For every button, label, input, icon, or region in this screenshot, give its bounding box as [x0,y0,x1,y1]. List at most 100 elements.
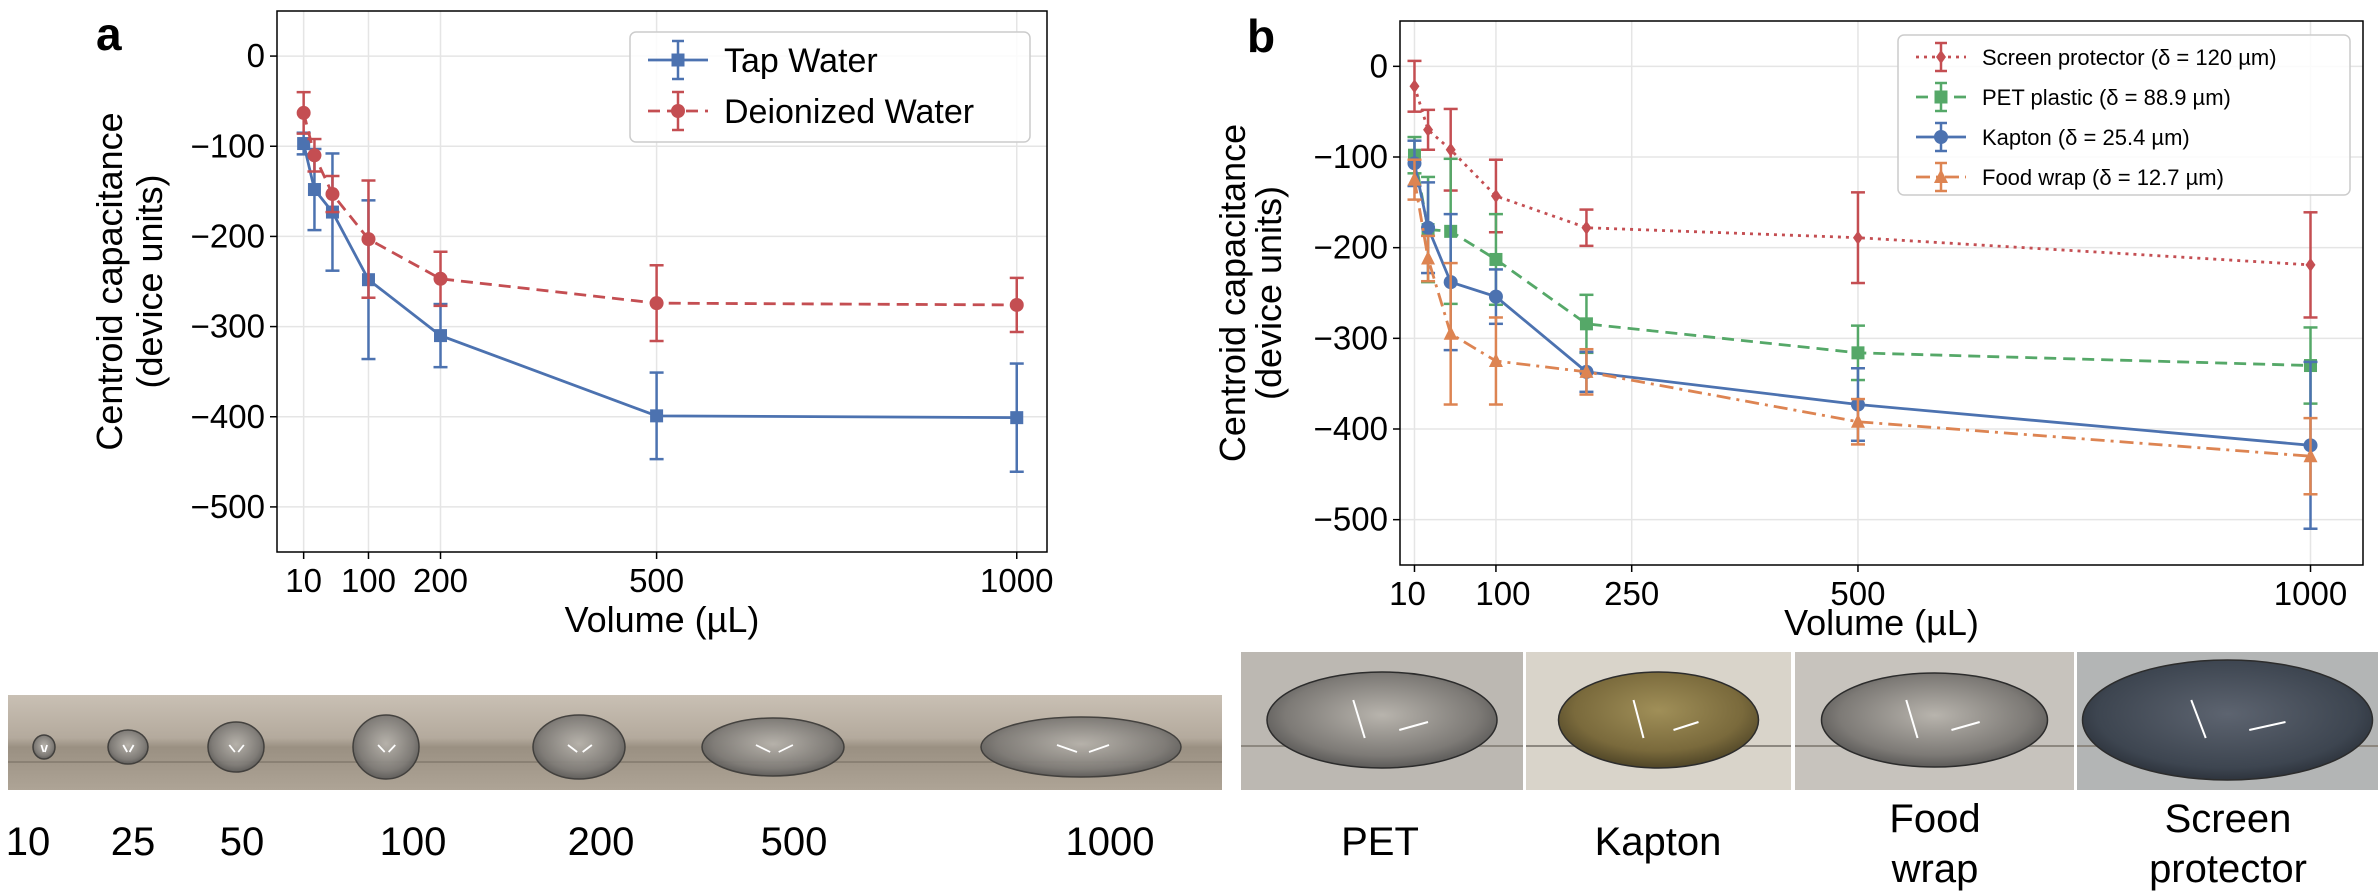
droplet [1557,671,1760,769]
series-screen [1407,59,2318,319]
y-axis-label: Centroid capacitance [89,112,130,450]
droplet [352,714,420,780]
data-point [649,296,664,311]
data-point [1421,250,1436,265]
droplet [1266,671,1498,769]
panel-label-a: a [96,8,122,60]
x-tick-label: 500 [629,562,684,599]
data-point [1445,142,1456,157]
legend-marker [671,104,685,118]
data-point [1407,171,1422,186]
droplet-highlight [1056,744,1078,753]
legend-box [1897,34,2351,196]
legend-label: Food wrap (δ = 12.7 µm) [1982,165,2224,190]
data-point [1488,289,1503,304]
film-label-line1: Food [1889,797,1980,841]
series-kapton [1407,139,2318,530]
data-point [1851,346,1865,360]
data-point [1490,188,1501,203]
droplet-highlight [1632,699,1645,739]
droplet-volume-label: 1000 [1066,820,1155,864]
droplet [32,734,56,760]
data-point [1443,325,1458,340]
data-point [1489,252,1503,266]
droplet-highlight [2249,721,2286,731]
x-tick-label: 10 [285,562,322,599]
film-photo [2077,652,2378,790]
legend-label: Screen protector (δ = 120 µm) [1982,45,2277,70]
film-label-line2: wrap [1891,847,1979,891]
data-point [433,271,448,286]
legend-box [629,31,1031,143]
droplet-highlight [1951,721,1980,731]
droplets-volume-series [32,714,1182,780]
y-tick-label: −400 [1314,410,1388,447]
droplet-highlight [778,744,794,753]
x-tick-label: 250 [1604,575,1659,612]
film-photo-labels: PET Kapton Food wrap Screen protector [1341,797,2307,891]
x-axis-label: Volume (µL) [1784,602,1979,643]
legend-marker [1934,90,1948,104]
data-point [307,148,322,163]
legend: Screen protector (δ = 120 µm) PET plastic… [1897,34,2351,196]
film-photo-panels [1241,652,2378,790]
droplet-volume-label: 500 [761,820,828,864]
x-tick-label: 500 [1830,575,1885,612]
x-tick-label: 100 [1475,575,1530,612]
y-tick-label: −400 [191,398,265,435]
data-point [1581,220,1592,235]
legend-label: PET plastic (δ = 88.9 µm) [1982,85,2231,110]
x-tick-label: 10 [1389,575,1426,612]
y-tick-label: −500 [1314,501,1388,538]
droplet [2081,659,2374,781]
droplet-highlight [377,744,386,753]
droplet-highlight [40,744,45,753]
droplet-volume-labels: 10 25 50 100 200 500 1000 [6,820,1155,864]
droplet [107,729,149,765]
y-tick-label: −100 [1314,138,1388,175]
x-tick-label: 100 [341,562,396,599]
series-food [1407,158,2318,496]
data-point [307,183,321,197]
data-point [297,137,311,151]
droplet-highlight [567,744,578,753]
film-label-line2: protector [2149,847,2307,891]
data-point [1423,122,1434,137]
y-tick-label: −200 [191,217,265,254]
data-point [1579,317,1593,331]
droplet-highlight [1352,699,1366,739]
data-point [325,187,340,202]
droplet-volume-label: 10 [6,820,51,864]
legend-label: Tap Water [724,42,878,80]
data-point [2305,257,2316,272]
data-point [1409,79,1420,94]
data-point [1852,230,1863,245]
axes-frame [1399,20,2364,566]
film-label-line1: Screen [2165,797,2292,841]
data-point [1421,220,1436,235]
data-point [1579,363,1594,378]
series-deionized [296,90,1024,343]
droplet-highlight [755,744,771,753]
droplet-highlight [228,744,236,753]
droplet [701,717,845,777]
droplet [1820,672,2049,768]
droplet [207,721,265,773]
legend-label: Kapton (δ = 25.4 µm) [1982,125,2190,150]
film-photo [1526,652,1791,790]
y-tick-label: −500 [191,488,265,525]
data-point [1010,411,1024,425]
legend-label: Deionized Water [724,93,974,131]
y-tick-label: 0 [1370,47,1388,84]
x-axis-label: Volume (µL) [565,599,760,640]
droplet-highlight [237,744,245,753]
y-tick-label: −300 [191,308,265,345]
axes-frame [276,10,1048,553]
data-point [1009,297,1024,312]
legend-marker [1934,130,1948,144]
droplet-highlight [1673,721,1699,731]
y-tick-label: 0 [247,37,265,74]
series-line [1413,179,2311,458]
data-point [1488,353,1503,367]
